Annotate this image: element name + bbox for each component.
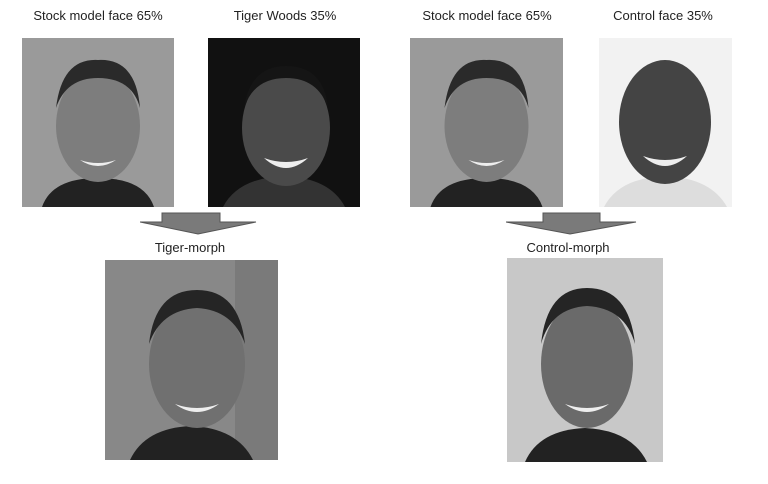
label-control-morph: Control-morph	[526, 240, 610, 255]
label-stock-face-2: Stock model face 65%	[422, 8, 552, 23]
arrow-down-left	[140, 212, 257, 235]
control-morph-photo	[507, 258, 663, 462]
control-face-photo	[599, 38, 732, 207]
arrow-down-right	[506, 212, 637, 235]
label-tiger-woods: Tiger Woods 35%	[233, 8, 337, 23]
stock-face-photo-1	[22, 38, 174, 207]
stock-face-photo-2	[410, 38, 563, 207]
tiger-morph-photo	[105, 260, 278, 460]
label-tiger-morph: Tiger-morph	[154, 240, 226, 255]
tiger-woods-photo	[208, 38, 360, 207]
label-control-face: Control face 35%	[613, 8, 713, 23]
label-stock-face-1: Stock model face 65%	[33, 8, 163, 23]
